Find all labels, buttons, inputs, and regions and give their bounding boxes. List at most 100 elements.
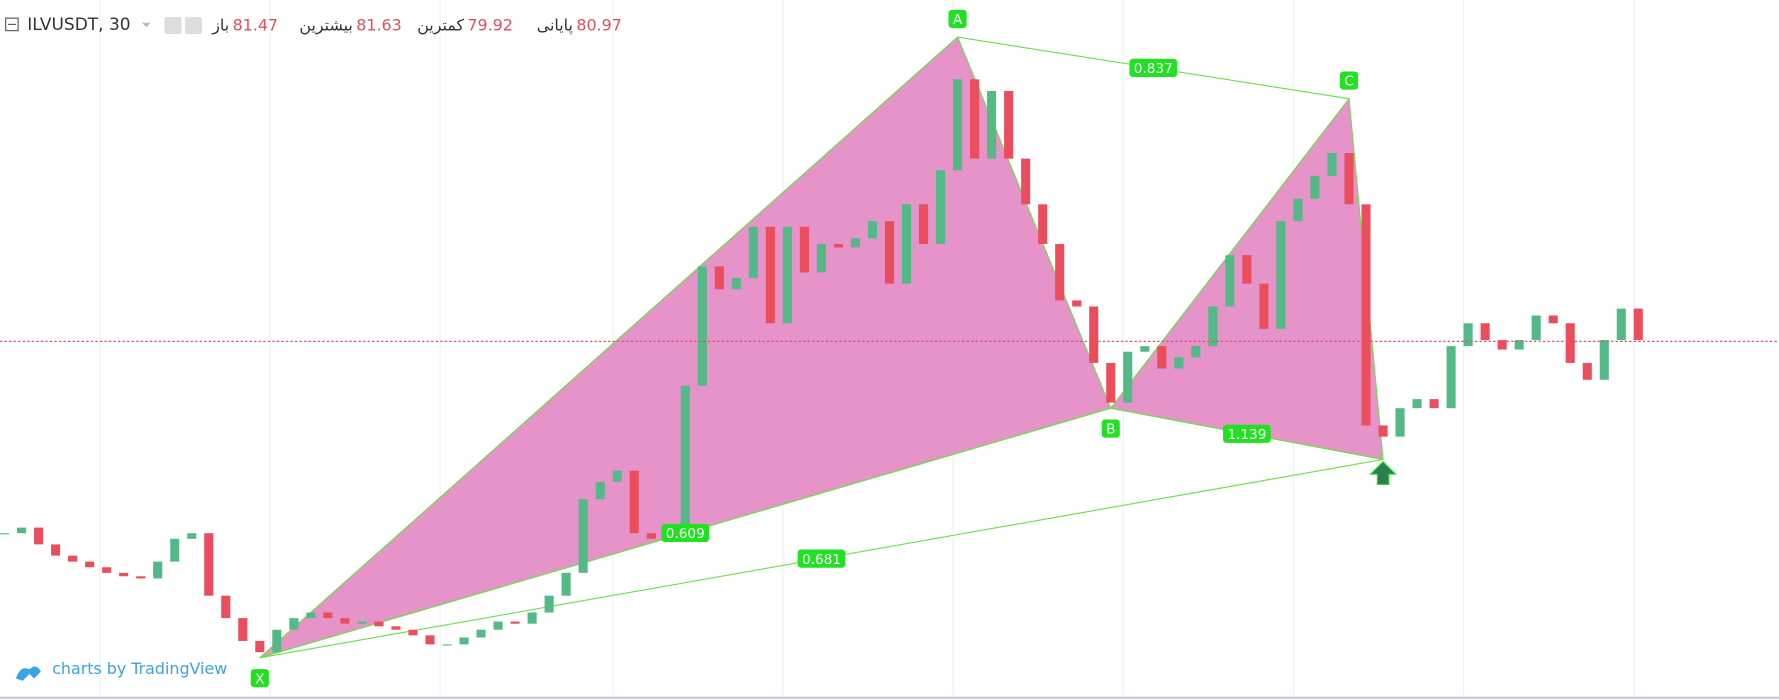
candle <box>1616 308 1626 341</box>
point-label: X <box>255 671 264 687</box>
candles-layer <box>0 79 1779 653</box>
candle <box>1497 340 1507 350</box>
candle <box>578 499 588 573</box>
candle <box>1412 399 1422 409</box>
candle <box>595 481 605 500</box>
watermark-text[interactable]: charts by TradingView <box>52 659 227 678</box>
ratio-label: 0.681 <box>802 552 841 568</box>
candle <box>1463 323 1473 347</box>
candle <box>1310 175 1320 199</box>
candle <box>714 266 724 290</box>
eye-button[interactable] <box>164 17 182 35</box>
ratio-label-bg <box>797 549 846 568</box>
candle <box>1548 315 1558 324</box>
candle <box>544 595 554 613</box>
watermark-logo <box>15 666 41 681</box>
candle <box>799 226 809 273</box>
candle <box>34 527 44 545</box>
legend-value: 79.92 <box>467 16 512 35</box>
ratio-label: 1.139 <box>1227 427 1266 443</box>
candle <box>1633 308 1643 341</box>
settings-button[interactable] <box>184 17 202 35</box>
candle <box>884 221 895 284</box>
candle <box>765 226 775 324</box>
candle <box>1225 255 1235 307</box>
candle <box>527 612 537 624</box>
candle <box>987 90 997 159</box>
candle <box>1327 153 1337 176</box>
candle <box>68 555 78 562</box>
candle <box>953 79 963 171</box>
candle <box>1157 346 1167 369</box>
ratio-label-bg <box>1223 424 1271 443</box>
watermark[interactable]: charts by TradingView <box>15 659 227 681</box>
point-label: B <box>1106 422 1115 438</box>
candle <box>1208 306 1218 347</box>
candle <box>289 618 299 630</box>
candle <box>187 533 197 539</box>
candle <box>1140 346 1150 352</box>
candle <box>1276 221 1286 329</box>
point-label: A <box>953 12 963 28</box>
candle <box>1480 323 1490 341</box>
legend-value: 81.47 <box>233 16 278 35</box>
ratio-label-bg <box>661 523 710 543</box>
candle <box>731 278 741 290</box>
legend-label: پایانی <box>537 16 573 36</box>
candle <box>612 470 622 482</box>
candle <box>476 629 486 638</box>
candle <box>391 626 401 630</box>
candle <box>1293 198 1303 222</box>
candle <box>119 572 129 577</box>
candle <box>1038 204 1048 244</box>
candle <box>255 640 265 653</box>
candle <box>306 612 316 619</box>
candle <box>1361 204 1371 426</box>
candle <box>936 170 946 244</box>
legend-label: کمترین <box>417 16 464 36</box>
candle <box>1055 243 1065 301</box>
candle <box>1242 255 1252 284</box>
candle <box>459 637 469 645</box>
candle <box>1446 346 1456 409</box>
candle <box>0 533 10 535</box>
candle <box>1106 362 1116 403</box>
candle <box>221 595 231 619</box>
candle <box>646 533 656 539</box>
ratio-label: 0.609 <box>666 526 705 542</box>
candle <box>901 204 912 284</box>
candle <box>918 204 929 244</box>
candle <box>425 635 435 645</box>
point-label: C <box>1344 74 1354 90</box>
completion-arrow <box>1369 460 1397 486</box>
candle <box>102 567 112 573</box>
candle <box>272 629 282 653</box>
candle <box>204 533 214 596</box>
legend-label: باز <box>211 16 229 36</box>
point-label-bg <box>1339 71 1359 90</box>
candle <box>170 538 180 562</box>
candle <box>1429 399 1439 409</box>
candle <box>1259 283 1269 329</box>
candle <box>680 385 690 534</box>
candle <box>323 612 333 619</box>
legend-value: 81.63 <box>356 16 401 35</box>
candle <box>1531 315 1541 341</box>
candle <box>1599 340 1609 380</box>
legend-value: 80.97 <box>576 16 621 35</box>
candle <box>1004 90 1014 159</box>
candle <box>782 226 792 324</box>
collapse-button[interactable] <box>5 17 19 32</box>
dropdown-arrow[interactable] <box>141 22 151 28</box>
candle <box>85 561 95 568</box>
candle <box>1174 357 1184 369</box>
candle <box>357 621 367 624</box>
point-label-bg <box>1101 419 1120 438</box>
pattern-triangle <box>259 36 1112 659</box>
candle <box>238 618 248 641</box>
candle <box>816 243 826 273</box>
candle <box>1565 323 1575 363</box>
candle <box>1344 153 1354 205</box>
